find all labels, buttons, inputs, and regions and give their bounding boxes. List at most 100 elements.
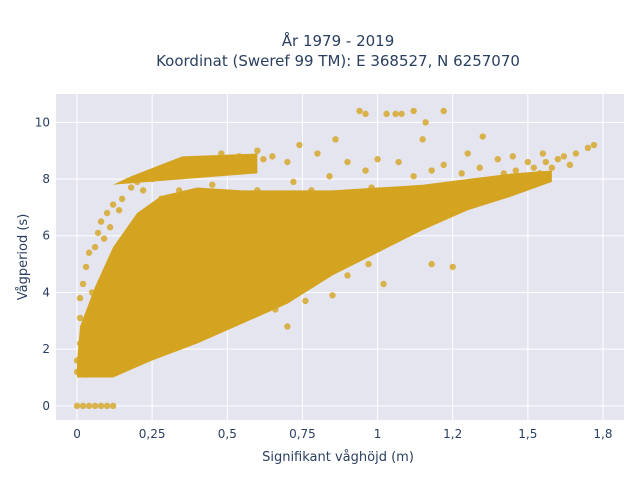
scatter-point (374, 235, 381, 242)
scatter-point (176, 187, 183, 194)
scatter-point (100, 320, 108, 327)
chart-title-line1: År 1979 - 2019 (282, 31, 395, 50)
scatter-point (103, 272, 111, 279)
scatter-point (151, 235, 159, 242)
scatter-point (109, 201, 117, 208)
x-tick-label: 1,2 (443, 427, 462, 441)
x-tick-label: 0,25 (139, 427, 166, 441)
scatter-point (380, 280, 387, 288)
y-tick-label: 2 (42, 342, 50, 356)
scatter-point (350, 192, 357, 200)
scatter-point (133, 260, 141, 268)
scatter-point (127, 184, 135, 191)
scatter-point (386, 192, 393, 200)
scatter-point (163, 326, 171, 333)
scatter-point (248, 229, 255, 237)
scatter-point (73, 368, 81, 376)
scatter-point (404, 229, 411, 237)
scatter-point (109, 351, 117, 358)
scatter-point (218, 150, 225, 157)
scatter-point (302, 297, 309, 305)
scatter-point (320, 198, 327, 205)
scatter-point (290, 255, 297, 262)
scatter-point (365, 260, 372, 268)
scatter-point (476, 164, 483, 171)
scatter-point (452, 207, 459, 214)
scatter-point (73, 402, 81, 410)
x-axis-label: Signifikant våghöjd (m) (262, 450, 414, 465)
scatter-point (260, 156, 267, 163)
scatter-point (145, 334, 153, 341)
scatter-point (91, 402, 99, 410)
scatter-point (518, 173, 526, 180)
scatter-point (296, 141, 303, 149)
scatter-point (76, 294, 84, 302)
x-tick-label: 0 (73, 427, 81, 441)
scatter-point (434, 215, 441, 222)
scatter-point (76, 314, 84, 322)
scatter-point (145, 207, 153, 214)
dense-point-cloud-upper (113, 153, 258, 185)
scatter-point (395, 158, 402, 166)
x-tick-label: 1 (374, 427, 382, 441)
scatter-point (97, 357, 105, 364)
scatter-point (157, 195, 165, 203)
scatter-point (209, 181, 216, 188)
scatter-point (85, 249, 93, 256)
scatter-point (106, 224, 114, 231)
scatter-point (458, 170, 465, 177)
scatter-point (133, 348, 141, 356)
scatter-point (88, 343, 96, 350)
scatter-point (224, 158, 231, 166)
scatter-point (97, 402, 105, 410)
scatter-point (299, 207, 306, 214)
y-tick-label: 4 (42, 285, 50, 299)
scatter-point (248, 164, 255, 171)
scatter-point (85, 402, 93, 410)
scatter-point (218, 207, 225, 214)
scatter-point (109, 306, 117, 313)
scatter-point (188, 212, 195, 220)
scatter-point (76, 340, 84, 347)
scatter-point (182, 320, 189, 327)
scatter-point (148, 175, 156, 183)
scatter-point (224, 317, 231, 324)
scatter-point (284, 224, 291, 231)
scatter-point (539, 150, 547, 157)
scatter-point (79, 402, 87, 410)
scatter-point (115, 207, 123, 214)
scatter-point (416, 207, 423, 214)
scatter-point (356, 107, 363, 115)
dense-point-cloud (77, 170, 552, 378)
x-tick-label: 0,75 (289, 427, 316, 441)
x-tick-label: 1,5 (518, 427, 537, 441)
scatter-point (506, 178, 513, 186)
scatter-point (308, 187, 315, 194)
scatter-point (278, 192, 285, 200)
scatter-point (254, 147, 261, 154)
scatter-point (163, 164, 171, 171)
scatter-point (254, 252, 261, 259)
scatter-point (494, 190, 501, 197)
scatter-point (200, 272, 207, 279)
scatter-point (374, 207, 381, 214)
scatter-point (524, 158, 532, 166)
scatter-point (404, 204, 411, 211)
scatter-point (194, 243, 201, 251)
scatter-point (269, 153, 276, 160)
scatter-point (79, 280, 87, 288)
scatter-point (91, 311, 99, 319)
scatter-point (133, 215, 141, 222)
scatter-point (428, 167, 435, 174)
scatter-point (548, 164, 556, 171)
scatter-point (179, 286, 186, 293)
scatter-point (224, 280, 231, 288)
scatter-point (284, 158, 291, 166)
scatter-point (139, 187, 147, 194)
scatter-point (118, 340, 126, 347)
scatter-point (154, 300, 162, 307)
scatter-point (326, 173, 333, 180)
scatter-point (121, 286, 129, 293)
scatter-point (194, 328, 201, 336)
scatter-point (163, 221, 171, 228)
